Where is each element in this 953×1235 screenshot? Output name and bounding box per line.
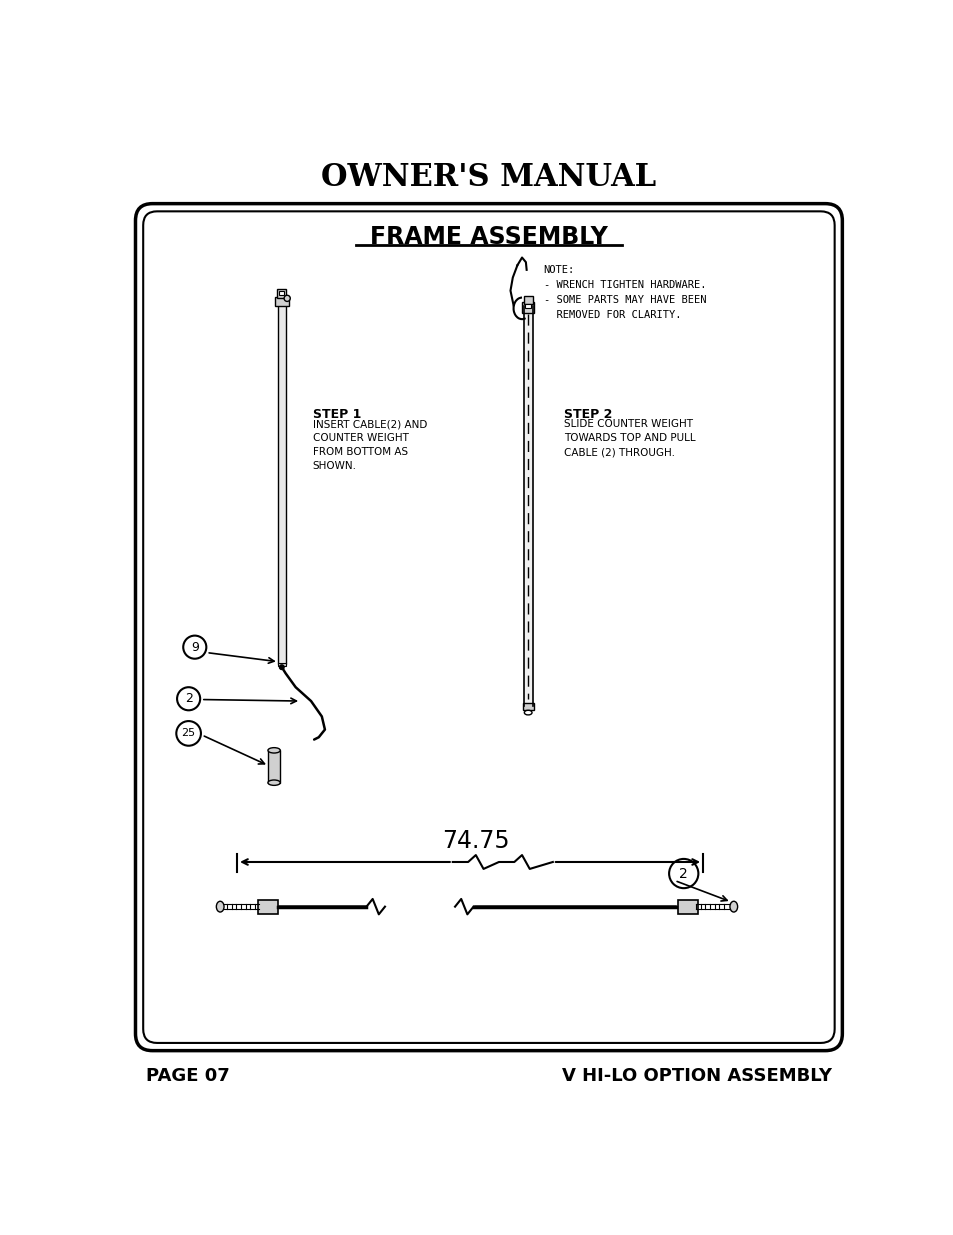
Bar — [257, 900, 277, 914]
Text: V HI-LO OPTION ASSEMBLY: V HI-LO OPTION ASSEMBLY — [561, 1067, 831, 1086]
Ellipse shape — [268, 747, 280, 753]
FancyBboxPatch shape — [135, 204, 841, 1051]
Bar — [277, 289, 286, 299]
Text: NOTE:
- WRENCH TIGHTEN HARDWARE.
- SOME PARTS MAY HAVE BEEN
  REMOVED FOR CLARIT: NOTE: - WRENCH TIGHTEN HARDWARE. - SOME … — [543, 266, 705, 320]
Text: OWNER'S MANUAL: OWNER'S MANUAL — [321, 162, 656, 193]
Bar — [279, 291, 284, 295]
Text: STEP 2: STEP 2 — [564, 409, 612, 421]
Text: 25: 25 — [181, 729, 195, 739]
Text: SLIDE COUNTER WEIGHT
TOWARDS TOP AND PULL
CABLE (2) THROUGH.: SLIDE COUNTER WEIGHT TOWARDS TOP AND PUL… — [564, 419, 696, 457]
Text: 2: 2 — [185, 693, 193, 705]
Bar — [522, 703, 533, 710]
FancyBboxPatch shape — [143, 211, 834, 1042]
Text: FRAME ASSEMBLY: FRAME ASSEMBLY — [370, 225, 607, 248]
Text: 74.75: 74.75 — [441, 829, 509, 852]
Circle shape — [668, 858, 698, 888]
Text: PAGE 07: PAGE 07 — [146, 1067, 230, 1086]
Circle shape — [176, 721, 201, 746]
Bar — [521, 303, 534, 312]
Ellipse shape — [524, 710, 532, 715]
Bar — [524, 304, 531, 308]
Text: 2: 2 — [679, 867, 687, 881]
Circle shape — [279, 664, 284, 669]
Text: INSERT CABLE(2) AND
COUNTER WEIGHT
FROM BOTTOM AS
SHOWN.: INSERT CABLE(2) AND COUNTER WEIGHT FROM … — [313, 419, 427, 472]
Circle shape — [284, 295, 290, 301]
Ellipse shape — [729, 902, 737, 911]
Bar — [277, 662, 285, 666]
Bar — [523, 306, 533, 706]
Circle shape — [177, 687, 200, 710]
Bar — [277, 303, 285, 664]
Bar — [677, 900, 697, 914]
Ellipse shape — [216, 902, 224, 911]
Text: STEP 1: STEP 1 — [313, 409, 360, 421]
Bar — [268, 751, 280, 783]
Text: 9: 9 — [191, 641, 198, 653]
Circle shape — [183, 636, 206, 658]
Bar — [523, 296, 533, 304]
Bar — [274, 296, 289, 306]
Ellipse shape — [268, 781, 280, 785]
